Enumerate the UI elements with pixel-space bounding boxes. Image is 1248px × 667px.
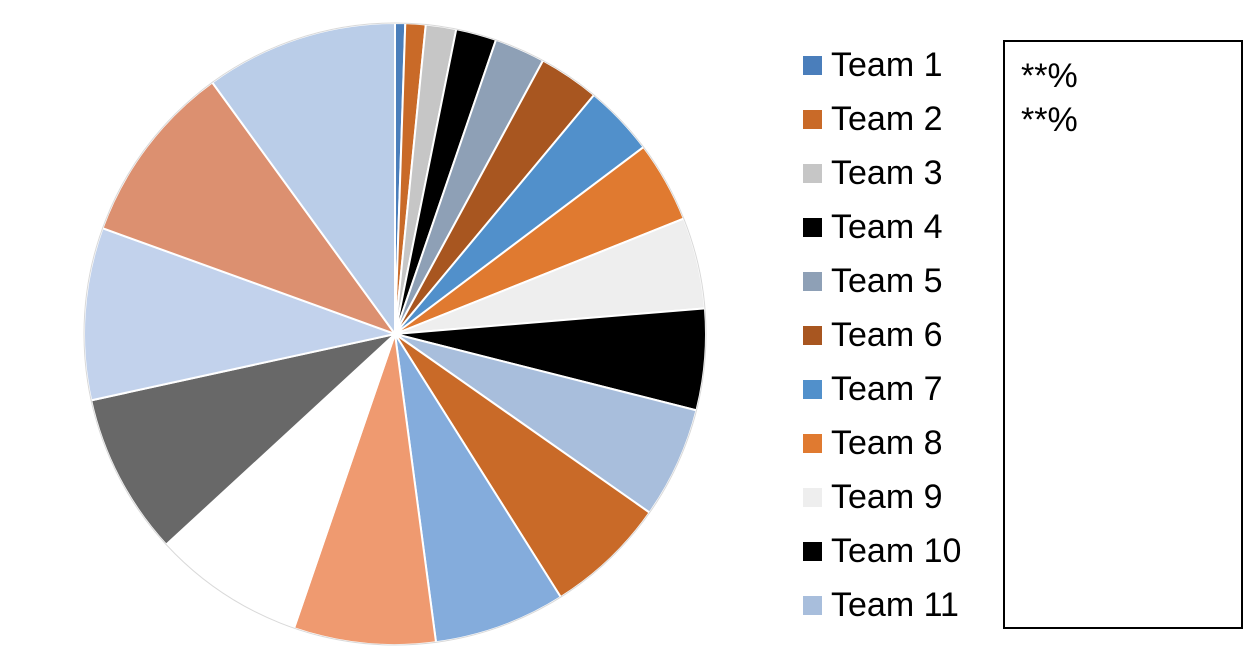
legend-swatch [803, 433, 822, 453]
legend-swatch [803, 541, 822, 561]
legend-label: Team 1 [831, 46, 943, 84]
legend-swatch [803, 379, 822, 399]
legend-label: Team 3 [831, 154, 943, 192]
legend-item-team-3: Team 3 [803, 146, 998, 200]
legend-item-team-7: Team 7 [803, 362, 998, 416]
legend-item-team-8: Team 8 [803, 416, 998, 470]
legend-label: Team 4 [831, 208, 943, 246]
legend-item-team-9: Team 9 [803, 470, 998, 524]
legend-item-team-10: Team 10 [803, 524, 998, 578]
pie-outline [83, 22, 707, 646]
notes-box: **% **% [1003, 40, 1243, 629]
legend-swatch [803, 163, 822, 183]
legend-label: Team 2 [831, 100, 943, 138]
pie-chart [83, 22, 707, 646]
note-line: **% [1021, 101, 1078, 139]
legend-label: Team 9 [831, 478, 943, 516]
legend-label: Team 8 [831, 424, 943, 462]
legend-item-team-11: Team 11 [803, 578, 998, 632]
legend-swatch [803, 55, 822, 75]
legend-swatch [803, 325, 822, 345]
legend-item-team-5: Team 5 [803, 254, 998, 308]
legend-label: Team 7 [831, 370, 943, 408]
legend-swatch [803, 109, 822, 129]
legend-item-team-1: Team 1 [803, 38, 998, 92]
legend-label: Team 5 [831, 262, 943, 300]
legend-label: Team 6 [831, 316, 943, 354]
legend-label: Team 10 [831, 532, 962, 570]
legend-swatch [803, 487, 822, 507]
legend-item-team-2: Team 2 [803, 92, 998, 146]
legend-label: Team 11 [831, 586, 959, 624]
legend: Team 1 Team 2 Team 3 Team 4 Team 5 Team … [803, 38, 998, 632]
legend-swatch [803, 271, 822, 291]
legend-item-team-6: Team 6 [803, 308, 998, 362]
legend-swatch [803, 217, 822, 237]
legend-swatch [803, 595, 822, 615]
legend-item-team-4: Team 4 [803, 200, 998, 254]
note-line: **% [1021, 57, 1078, 95]
